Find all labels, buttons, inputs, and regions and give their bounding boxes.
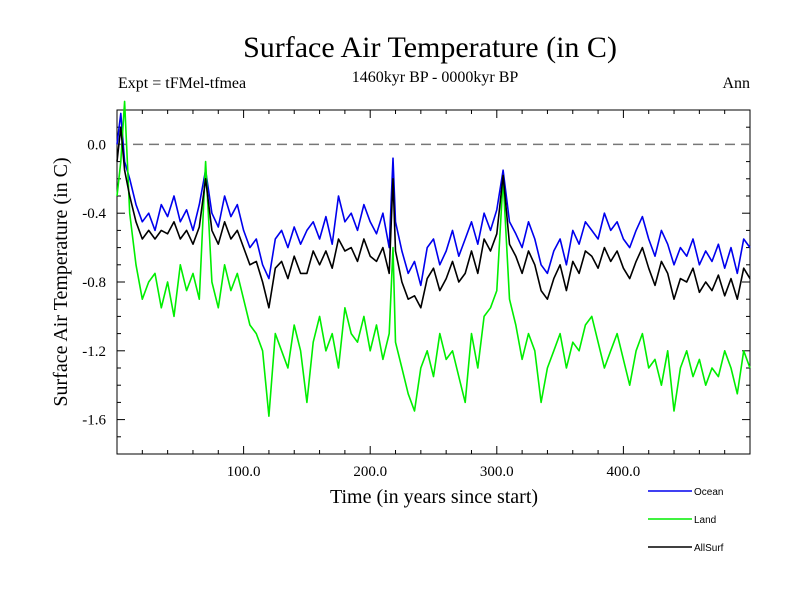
season-label: Ann <box>722 75 750 92</box>
legend-label-land: Land <box>694 515 716 526</box>
series-line-ocean <box>116 112 751 287</box>
y-axis-label: Surface Air Temperature (in C) <box>50 157 72 406</box>
series-line-land <box>116 100 751 418</box>
x-axis-label: Time (in years since start) <box>330 486 538 508</box>
y-tick-label: -1.2 <box>82 344 106 360</box>
y-tick-label: -0.8 <box>82 275 106 291</box>
series-line-allsurf <box>116 126 751 309</box>
y-tick-labels: 0.0 -0.4 -0.8 -1.2 -1.6 <box>82 137 106 428</box>
y-tick-label: -0.4 <box>82 206 106 222</box>
chart-subtitle: 1460kyr BP - 0000kyr BP <box>352 69 519 86</box>
x-tick-label: 400.0 <box>607 464 641 480</box>
legend: Ocean Land AllSurf <box>648 487 724 554</box>
y-tick-label: -1.6 <box>82 413 106 429</box>
legend-label-ocean: Ocean <box>694 487 723 498</box>
legend-label-allsurf: AllSurf <box>694 543 724 554</box>
x-tick-labels: 100.0 200.0 300.0 400.0 <box>227 464 641 480</box>
chart-title: Surface Air Temperature (in C) <box>243 31 617 64</box>
series-lines <box>116 100 751 418</box>
x-tick-label: 100.0 <box>227 464 261 480</box>
x-tick-label: 300.0 <box>480 464 514 480</box>
experiment-label: Expt = tFMel-tfmea <box>118 75 246 92</box>
x-tick-label: 200.0 <box>353 464 387 480</box>
y-tick-label: 0.0 <box>87 137 106 153</box>
